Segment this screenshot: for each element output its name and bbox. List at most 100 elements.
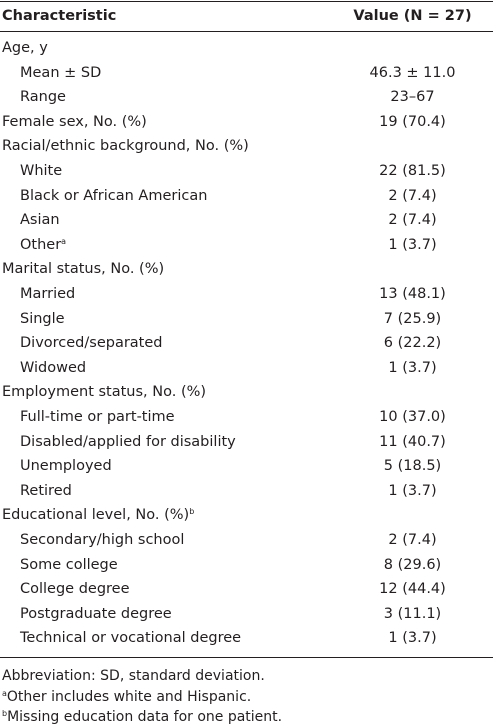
label-text: Unemployed [20,458,112,475]
row-label: College degree [20,577,130,601]
item-row: Mean ± SD 46.3 ± 11.0 [0,61,493,85]
row-value: 22 (81.5) [379,163,446,179]
row-label: Age, y [2,36,48,60]
row-value: 3 (11.1) [383,605,442,622]
row-value: 1 (3.7) [388,482,437,499]
row-label: Othera [20,233,66,257]
label-text: Widowed [20,359,87,376]
top-rule [0,1,493,2]
label-text: Other [20,236,62,253]
label-text: Some college [20,556,118,573]
label-text: Mean ± SD [20,64,102,81]
row-value: 7 (25.9) [383,310,442,327]
item-row: Single 7 (25.9) [0,307,493,331]
row-label: Range [20,85,66,109]
group-row: Employment status, No. (%) [0,380,493,404]
row-label: Black or African American [20,184,207,208]
row-label: Educational level, No. (%)b [2,503,194,527]
label-text: Disabled/applied for disability [20,433,236,450]
row-value: 6 (22.2) [383,335,442,352]
row-label: White [20,159,62,183]
footnote-text: Abbreviation: SD, standard deviation. [2,668,265,684]
row-label: Disabled/applied for disability [20,430,236,454]
row-label: Asian [20,208,60,232]
row-label: Mean ± SD [20,61,101,85]
label-text: Racial/ethnic background, No. (%) [2,138,249,155]
label-text: Black or African American [20,187,208,204]
row-label: Technical or vocational degree [20,626,241,650]
row-value: 1 (3.7) [388,236,437,253]
row-value: 2 (7.4) [388,532,437,548]
row-value: 1 (3.7) [388,630,437,647]
item-row: Married 13 (48.1) [0,282,493,306]
item-row: Unemployed 5 (18.5) [0,454,493,478]
footnote: aOther includes white and Hispanic. [2,687,251,707]
row-label: Full-time or part-time [20,405,175,429]
item-row: Range 23–67 [0,85,493,109]
footnote-text: Other includes white and Hispanic. [6,688,252,705]
label-text: Age, y [2,40,48,56]
header-cell: Value (N = 27) [353,8,472,24]
footnote-marker: b [189,507,195,517]
row-value: 23–67 [390,89,435,106]
group-row: Female sex, No. (%) 19 (70.4) [0,110,493,134]
label-text: Secondary/high school [20,532,185,548]
item-row: Postgraduate degree 3 (11.1) [0,602,493,626]
item-row: Divorced/separated 6 (22.2) [0,331,493,355]
footnote: bMissing education data for one patient. [2,707,282,727]
footnote-text: Missing education data for one patient. [7,709,283,725]
row-label: Postgraduate degree [20,602,172,626]
row-label: Single [20,307,65,331]
row-label: Retired [20,479,72,503]
label-text: Marital status, No. (%) [2,261,165,278]
label-text: Postgraduate degree [20,605,172,622]
item-row: Some college 8 (29.6) [0,553,493,577]
row-value: 19 (70.4) [379,113,446,130]
label-text: White [20,163,63,179]
label-text: Technical or vocational degree [20,630,242,647]
footnote-marker: a [2,688,7,698]
item-row: Widowed 1 (3.7) [0,356,493,380]
label-text: Female sex, No. (%) [2,113,147,130]
header-rule [0,31,493,32]
label-text: Single [20,310,65,327]
label-text: Asian [20,212,60,229]
item-row: Full-time or part-time 10 (37.0) [0,405,493,429]
label-text: Full-time or part-time [20,409,175,425]
row-value: 10 (37.0) [379,409,446,425]
item-row: Othera 1 (3.7) [0,233,493,257]
label-text: Range [20,89,66,106]
item-row: Secondary/high school 2 (7.4) [0,528,493,552]
header-cell: Characteristic [2,8,117,24]
item-row: Disabled/applied for disability 11 (40.7) [0,430,493,454]
item-row: Technical or vocational degree 1 (3.7) [0,626,493,650]
item-row: White 22 (81.5) [0,159,493,183]
row-value: 2 (7.4) [388,212,437,229]
item-row: Asian 2 (7.4) [0,208,493,232]
bottom-rule [0,657,493,658]
item-row: Retired 1 (3.7) [0,479,493,503]
row-label: Unemployed [20,454,112,478]
row-label: Widowed [20,356,86,380]
header-row: Characteristic Value (N = 27) [0,4,493,28]
label-text: Educational level, No. (%) [2,507,190,524]
row-label: Employment status, No. (%) [2,380,206,404]
row-value: 1 (3.7) [388,359,437,376]
row-label: Marital status, No. (%) [2,257,164,281]
label-text: Employment status, No. (%) [2,384,207,401]
footnote: Abbreviation: SD, standard deviation. [2,666,265,686]
row-label: Married [20,282,75,306]
group-row: Marital status, No. (%) [0,257,493,281]
label-text: Married [20,286,76,302]
item-row: College degree 12 (44.4) [0,577,493,601]
row-value: 2 (7.4) [388,187,437,204]
row-label: Racial/ethnic background, No. (%) [2,134,249,158]
footnote-marker: b [2,709,8,718]
label-text: Retired [20,482,72,499]
group-row: Educational level, No. (%)b [0,503,493,527]
row-value: 11 (40.7) [379,433,446,450]
label-text: Divorced/separated [20,335,163,352]
row-value: 13 (48.1) [379,286,446,302]
row-label: Secondary/high school [20,528,184,552]
